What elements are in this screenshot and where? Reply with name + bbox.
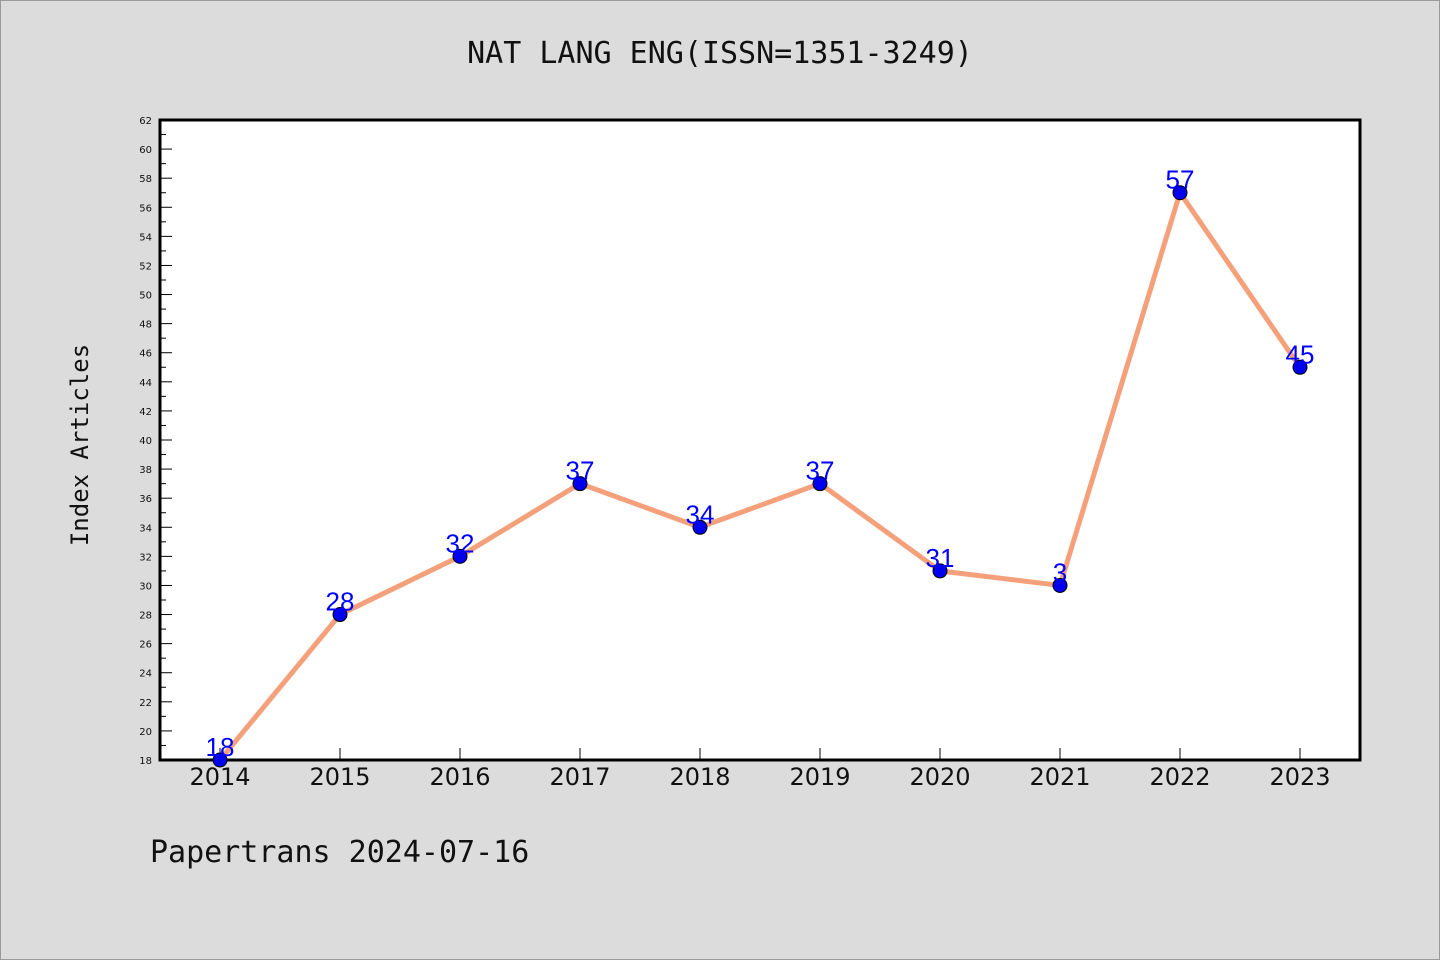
x-tick-label: 2023 xyxy=(1269,763,1330,791)
data-point xyxy=(452,548,468,564)
y-tick-label: 22 xyxy=(139,698,152,709)
y-tick-label: 60 xyxy=(139,145,152,156)
y-tick-label: 56 xyxy=(139,203,152,214)
data-label: 3 xyxy=(1053,557,1067,587)
data-label: 34 xyxy=(686,499,715,529)
data-point xyxy=(332,607,348,623)
data-label: 37 xyxy=(806,456,835,486)
y-tick-label: 20 xyxy=(139,727,152,738)
y-tick-label: 18 xyxy=(139,756,152,767)
y-tick-label: 24 xyxy=(139,669,152,680)
y-tick-label: 46 xyxy=(139,349,152,360)
plot-area xyxy=(158,118,1362,762)
y-tick-label: 52 xyxy=(139,261,152,272)
data-point xyxy=(212,752,228,768)
x-tick-label: 2017 xyxy=(549,763,610,791)
y-tick-label: 44 xyxy=(139,378,152,389)
x-axis: 2014 2015 2016 2017 2018 2019 2020 2021 2022 2023 xyxy=(189,748,1331,791)
x-tick-label: 2022 xyxy=(1149,763,1210,791)
y-tick-label: 36 xyxy=(139,494,152,505)
chart-title: NAT LANG ENG(ISSN=1351-3249) xyxy=(467,36,973,71)
series-group: 18 28 32 37 34 37 31 3 57 45 xyxy=(206,165,1315,768)
data-label: 37 xyxy=(566,456,595,486)
data-point xyxy=(692,519,708,535)
y-tick-label: 50 xyxy=(139,291,152,302)
data-label: 45 xyxy=(1286,339,1315,369)
y-tick-label: 30 xyxy=(139,581,152,592)
x-tick-label: 2016 xyxy=(429,763,490,791)
x-tick-label: 2014 xyxy=(189,763,250,791)
data-point xyxy=(932,563,948,579)
y-tick-label: 28 xyxy=(139,611,152,622)
data-point xyxy=(1292,359,1308,375)
y-tick-label: 32 xyxy=(139,552,152,563)
data-point xyxy=(812,476,828,492)
y-tick-label: 54 xyxy=(139,232,152,243)
data-label: 31 xyxy=(926,543,955,573)
x-tick-label: 2015 xyxy=(309,763,370,791)
y-axis: 18 20 22 24 26 28 30 32 34 36 38 40 42 44 46 48 50 52 54 56… xyxy=(139,116,172,767)
y-tick-label: 48 xyxy=(139,320,152,331)
data-label: 32 xyxy=(446,528,475,558)
y-tick-label: 40 xyxy=(139,436,152,447)
y-tick-label: 38 xyxy=(139,465,152,476)
y-tick-label: 34 xyxy=(139,523,152,534)
series-line xyxy=(218,190,1303,762)
data-label: 57 xyxy=(1166,165,1195,195)
x-tick-label: 2020 xyxy=(909,763,970,791)
data-label: 28 xyxy=(326,587,355,617)
y-tick-label: 26 xyxy=(139,640,152,651)
x-tick-label: 2018 xyxy=(669,763,730,791)
x-tick-label: 2021 xyxy=(1029,763,1090,791)
y-tick-label: 62 xyxy=(139,116,152,127)
y-tick-label: 42 xyxy=(139,407,152,418)
x-tick-label: 2019 xyxy=(789,763,850,791)
data-point xyxy=(572,476,588,492)
data-point xyxy=(1052,577,1068,593)
y-tick-label: 58 xyxy=(139,174,152,185)
data-point xyxy=(1172,185,1188,201)
footer-credit: Papertrans 2024-07-16 xyxy=(150,835,530,870)
data-label: 18 xyxy=(206,732,235,762)
